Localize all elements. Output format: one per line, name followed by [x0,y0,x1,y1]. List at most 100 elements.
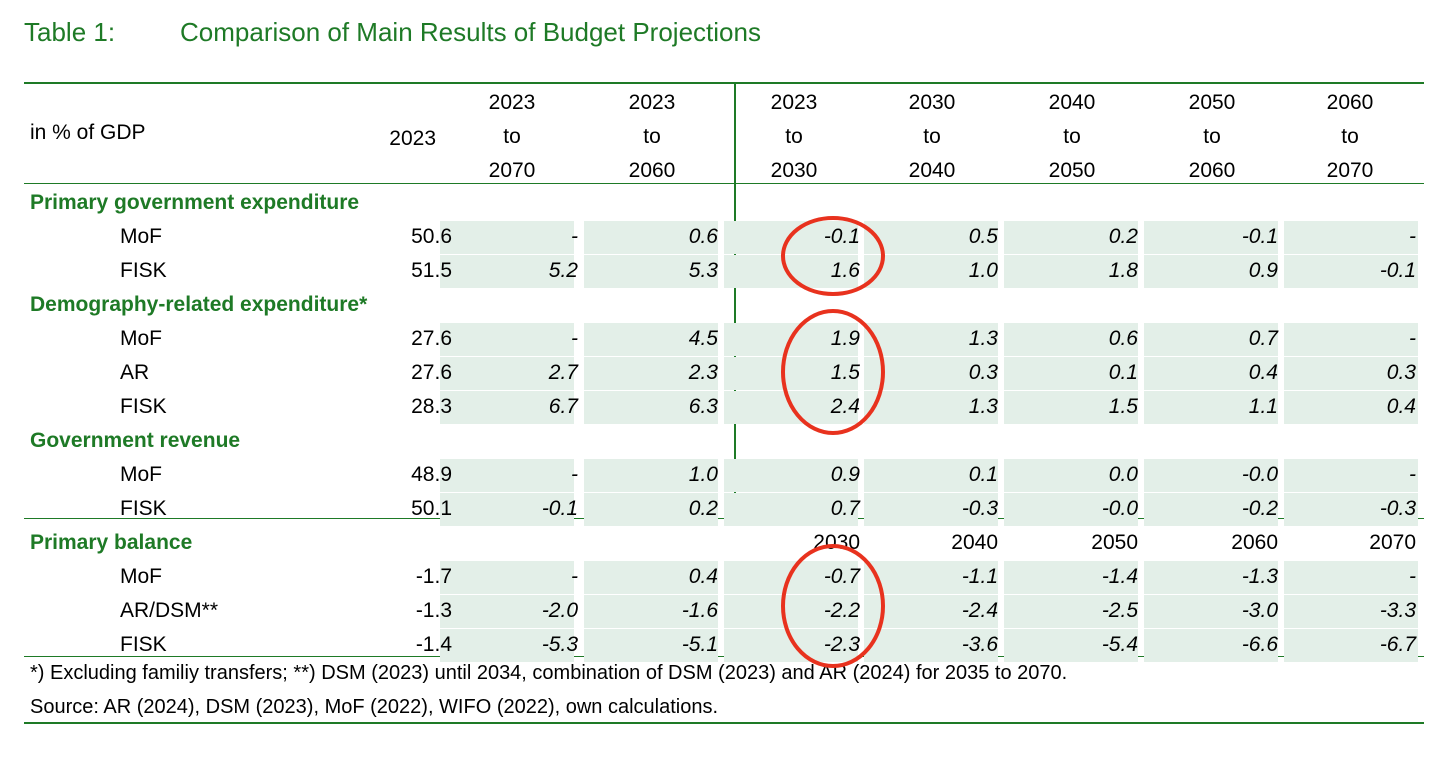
row-shade [1284,357,1418,390]
row-shade [864,391,998,424]
column-header-to: 2040 [908,159,956,182]
base-value: -1.3 [415,599,452,622]
column-header-to-word: to [923,125,941,148]
row-shade [724,493,858,526]
column-header-from: 2050 [1188,91,1236,114]
column-header-to-word: to [503,125,521,148]
row-shade [440,493,574,526]
column-header-from: 2023 [488,91,536,114]
row-shade [1144,255,1278,288]
balance-year-header: 2070 [1369,531,1416,554]
value-cell: -0.1 [1241,225,1278,248]
row-shade [864,493,998,526]
row-shade [1004,595,1138,628]
base-value: -1.7 [415,565,452,588]
row-shade [1004,323,1138,356]
row-shade [1144,459,1278,492]
row-shade [584,357,718,390]
value-cell: -1.4 [1101,565,1138,588]
row-shade [1144,391,1278,424]
balance-year-header: 2050 [1091,531,1138,554]
row-shade [1284,221,1418,254]
row-label: MoF [120,565,162,588]
row-shade [1004,629,1138,662]
base-year-header: 2023 [389,127,436,150]
source-note: Source: AR (2024), DSM (2023), MoF (2022… [30,696,719,718]
column-header-to: 2030 [770,159,818,182]
row-shade [1284,255,1418,288]
value-cell: -0.1 [823,225,860,248]
row-shade [440,255,574,288]
value-cell: 0.5 [968,225,998,248]
row-shade [584,629,718,662]
value-cell: 1.1 [1248,395,1278,418]
value-cell: -2.5 [1101,599,1138,622]
row-shade [440,357,574,390]
row-shade [1004,493,1138,526]
value-cell: -0.7 [823,565,860,588]
base-value: 48.9 [411,463,452,486]
value-cell: -2.3 [823,633,860,656]
value-cell: 0.2 [1108,225,1138,248]
value-cell: 2.4 [830,395,860,418]
row-shade [864,221,998,254]
column-header-from: 2023 [628,91,676,114]
section-title: Primary government expenditure [30,191,360,214]
row-shade [1144,629,1278,662]
value-cell: -3.6 [961,633,998,656]
row-shade [440,221,574,254]
value-cell: 0.4 [688,565,718,588]
value-cell: - [571,225,578,248]
value-cell: -3.0 [1241,599,1278,622]
balance-year-header: 2040 [951,531,998,554]
row-shade [1284,595,1418,628]
column-header-to-word: to [785,125,803,148]
row-shade [584,221,718,254]
row-shade [864,595,998,628]
value-cell: -2.0 [541,599,578,622]
value-cell: - [1409,463,1416,486]
footnote: *) Excluding familiy transfers; **) DSM … [30,662,1068,684]
value-cell: - [1409,225,1416,248]
value-cell: -0.0 [1101,497,1138,520]
row-shade [584,391,718,424]
value-cell: -5.4 [1101,633,1138,656]
value-cell: -1.6 [681,599,718,622]
column-header-to: 2060 [628,159,676,182]
row-label: AR/DSM** [120,599,219,622]
value-cell: 0.6 [1108,327,1138,350]
value-cell: 5.2 [548,259,578,282]
row-shade [1284,391,1418,424]
row-shade [1144,561,1278,594]
column-header-to: 2050 [1048,159,1096,182]
row-label: MoF [120,225,162,248]
row-shade [1144,357,1278,390]
value-cell: -5.3 [541,633,578,656]
value-cell: 0.6 [688,225,718,248]
value-cell: -5.1 [681,633,718,656]
row-shade [1004,391,1138,424]
value-cell: -1.3 [1241,565,1278,588]
value-cell: 0.1 [968,463,998,486]
value-cell: -6.6 [1241,633,1278,656]
value-cell: - [571,463,578,486]
row-shade [1004,255,1138,288]
row-shade [1284,459,1418,492]
section-title: Primary balance [30,531,193,554]
row-label: AR [120,361,150,384]
row-shade [584,493,718,526]
row-label: MoF [120,463,162,486]
value-cell: 6.3 [688,395,718,418]
row-shade [864,561,998,594]
row-label: FISK [120,395,167,418]
value-cell: -0.1 [1379,259,1416,282]
column-header-to: 2070 [1326,159,1374,182]
row-label: MoF [120,327,162,350]
table-title: Table 1: Comparison of Main Results of B… [24,14,761,50]
row-shade [584,323,718,356]
value-cell: 0.7 [1248,327,1278,350]
value-cell: - [1409,565,1416,588]
row-shade [1144,221,1278,254]
row-shade [440,561,574,594]
balance-year-header: 2060 [1231,531,1278,554]
